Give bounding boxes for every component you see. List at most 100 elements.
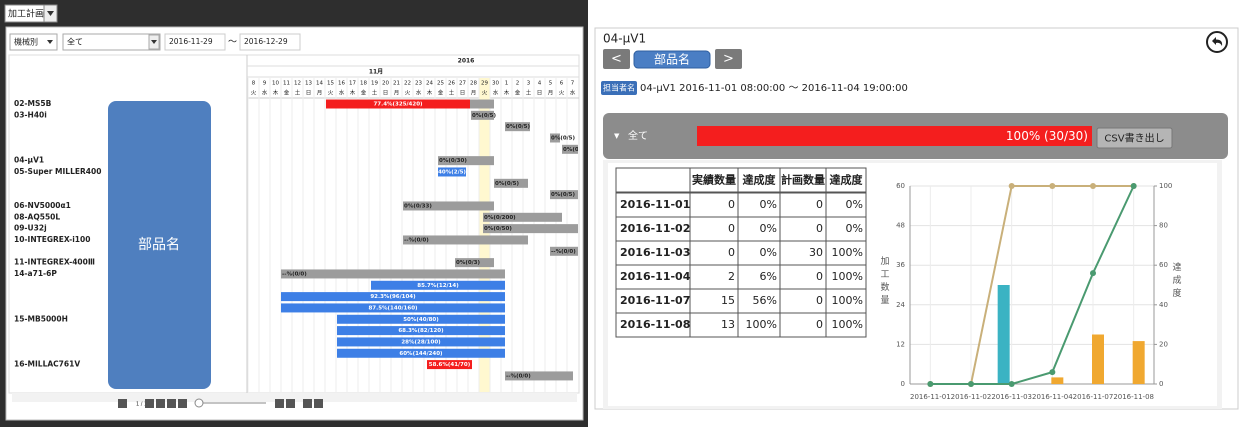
pager-button[interactable] [303, 399, 312, 408]
pager-button[interactable] [286, 399, 295, 408]
task-bar [281, 292, 505, 302]
tab-button[interactable] [633, 50, 711, 69]
gantt-grid: 8火9水10木11金12土13日14月15火16水17木18金19土20日21月… [247, 78, 588, 392]
row-label: 11-INTEGREX-400Ⅲ [14, 258, 95, 267]
table-cell: 0 [816, 318, 823, 331]
table-date: 2016-11-03 [620, 246, 690, 259]
pager-button[interactable] [145, 399, 154, 408]
machine-select[interactable] [62, 33, 161, 51]
weekday-label: 月 [471, 90, 477, 97]
bar [1051, 377, 1064, 384]
next-button[interactable] [715, 49, 742, 69]
weekday-label: 木 [504, 89, 510, 97]
day-label: 9 [263, 81, 267, 87]
prev-button[interactable] [603, 49, 630, 69]
pager-button[interactable] [156, 399, 165, 408]
x-tick-label: 2016-11-03 [991, 393, 1032, 401]
task-label: 0%(0/30) [439, 158, 467, 164]
task-label: 0%(0/200) [484, 215, 516, 221]
day-label: 25 [437, 81, 444, 87]
row-label: 16-MILLAC761V [14, 360, 80, 369]
task-bar [550, 133, 560, 143]
group-select[interactable] [9, 33, 58, 51]
task-label: 28%(28/100) [401, 339, 441, 345]
day-label: 19 [371, 81, 378, 87]
table-cell: 100% [832, 270, 863, 283]
task-bar [403, 235, 528, 245]
period-text: 04-μV1 2016-11-01 08:00:00 ～ 2016-11-04 … [640, 83, 908, 94]
task-label: 0%(0/5) [563, 147, 588, 153]
task-bar [281, 269, 505, 279]
group-text: 全て [628, 129, 648, 142]
scrollbar[interactable] [12, 393, 577, 402]
weekday-label: 月 [317, 90, 323, 97]
next-text: > [723, 52, 734, 67]
pager: 1 / 1 [118, 398, 323, 408]
y2-tick-label: 0 [1159, 380, 1163, 388]
task-bar [281, 303, 505, 313]
pager-button[interactable] [178, 399, 187, 408]
weekday-label: 火 [482, 91, 488, 97]
today-column [479, 78, 490, 392]
y2-tick-label: 20 [1159, 340, 1168, 348]
table-date: 2016-11-01 [620, 198, 690, 211]
line-point [927, 381, 934, 387]
task-label: 50%(40/80) [403, 317, 439, 323]
weekday-label: 日 [383, 90, 389, 97]
y2-axis-label: 達成度 [1171, 261, 1182, 301]
task-bar [337, 326, 505, 336]
row-label: 06-NV5000α1 [14, 201, 71, 210]
table-cell: 100% [832, 294, 863, 307]
day-label: 3 [527, 81, 531, 87]
weekday-label: 月 [548, 90, 554, 97]
arrow-icon [151, 40, 157, 44]
bar [997, 285, 1010, 384]
pager-button[interactable] [167, 399, 176, 408]
weekday-label: 日 [306, 90, 312, 97]
table-cell: 0 [728, 198, 735, 211]
row-labels: 02-MS5B 03-H40i 04-μV1 05-Super MILLER400 06… [14, 99, 101, 369]
to-input[interactable] [239, 33, 301, 51]
task-label: 68.3%(82/120) [398, 328, 444, 334]
line-point [1130, 183, 1137, 189]
table-cell: 0 [816, 270, 823, 283]
from-input[interactable] [164, 33, 226, 51]
table-header: 達成度 [743, 173, 777, 187]
task-label: --%(0/0) [282, 271, 307, 277]
row-label: 05-Super MILLER400 [14, 167, 101, 176]
task-bar [337, 314, 505, 324]
task-bar [550, 246, 578, 256]
weekday-label: 日 [460, 90, 466, 97]
day-label: 5 [549, 81, 553, 87]
y-tick-label: 24 [896, 301, 905, 309]
table-cell: 56% [753, 294, 777, 307]
day-label: 26 [448, 81, 455, 87]
x-tick-label: 2016-11-04 [1032, 393, 1073, 401]
machine-select-text: 全て [67, 37, 83, 47]
task-label: 0%(0/5) [506, 124, 531, 130]
x-tick-label: 2016-11-07 [1073, 393, 1114, 401]
y-tick-label: 60 [896, 182, 905, 190]
pager-button[interactable] [314, 399, 323, 408]
day-label: 13 [305, 81, 312, 87]
table-cell: 2 [728, 270, 735, 283]
pager-button[interactable] [275, 399, 284, 408]
task-label: --%(0/0) [404, 237, 429, 243]
pager-button[interactable] [118, 399, 127, 408]
y2-tick-label: 100 [1159, 182, 1172, 190]
table-date: 2016-11-04 [620, 270, 691, 283]
task-bar [470, 99, 494, 109]
y-tick-label: 48 [896, 222, 905, 230]
toggle-icon[interactable]: ▼ [614, 132, 620, 140]
csv-button[interactable] [1096, 127, 1173, 149]
tilde: ～ [228, 38, 237, 48]
arrow-icon [47, 40, 53, 44]
task-label: 0%(0/5) [551, 192, 576, 198]
weekday-label: 金 [438, 89, 444, 97]
table-header: 達成度 [830, 173, 864, 187]
row-label: 02-MS5B [14, 99, 52, 108]
zoom-knob[interactable] [194, 398, 204, 408]
weekday-label: 日 [537, 90, 543, 97]
